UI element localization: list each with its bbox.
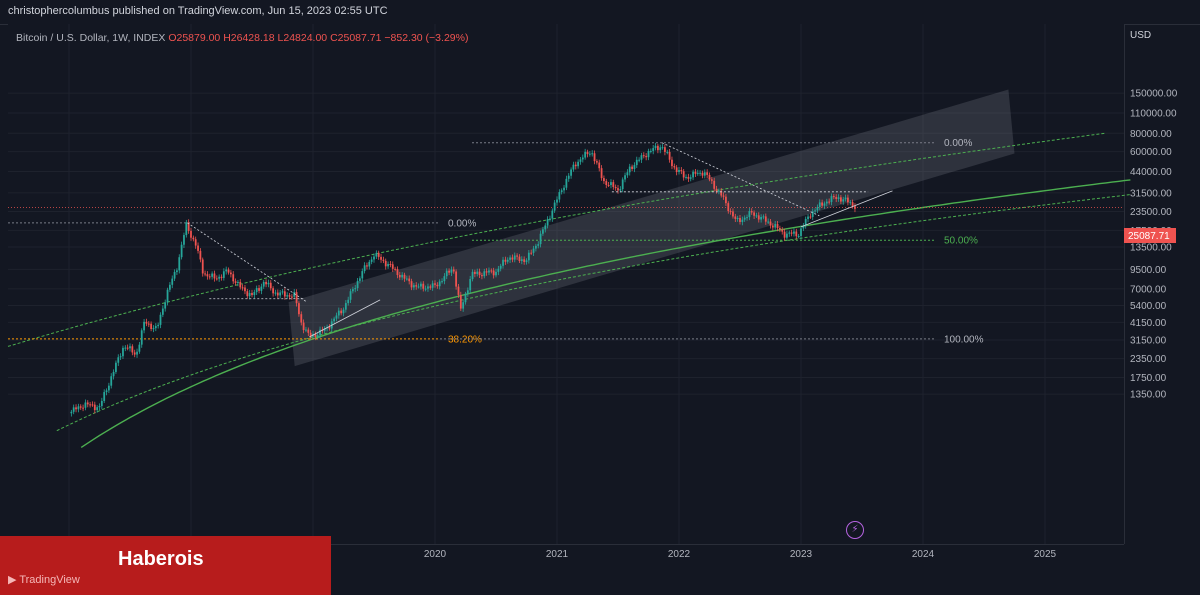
- chart-plot-area[interactable]: [8, 24, 1124, 544]
- watermark-banner: [0, 536, 331, 595]
- high-value: H26428.18: [223, 32, 275, 44]
- watermark-text: Haberois: [118, 548, 204, 570]
- tv-logo-icon: ▶: [8, 574, 17, 586]
- lightning-icon[interactable]: ⚡: [846, 521, 864, 539]
- published-by-text: christophercolumbus published on Trading…: [8, 5, 388, 17]
- close-value: C25087.71: [330, 32, 382, 44]
- time-axis[interactable]: [8, 544, 1124, 567]
- symbol-label: Bitcoin / U.S. Dollar, 1W, INDEX: [16, 32, 166, 44]
- tv-logo-text: TradingView: [19, 574, 80, 586]
- open-value: O25879.00: [168, 32, 221, 44]
- tradingview-logo[interactable]: ▶ TradingView: [8, 573, 80, 586]
- ohlc-legend: Bitcoin / U.S. Dollar, 1W, INDEX O25879.…: [16, 32, 468, 44]
- low-value: L24824.00: [277, 32, 328, 44]
- price-axis[interactable]: [1124, 24, 1193, 544]
- published-header: christophercolumbus published on Trading…: [0, 0, 1200, 25]
- change-value: −852.30 (−3.29%): [384, 32, 469, 44]
